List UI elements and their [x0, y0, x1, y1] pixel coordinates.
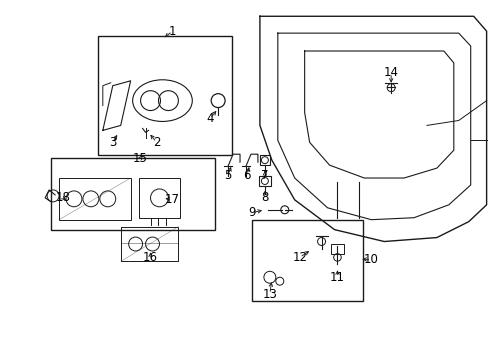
Text: 15: 15	[133, 152, 148, 165]
Text: 6: 6	[243, 168, 250, 181]
Text: 10: 10	[363, 253, 378, 266]
Text: 5: 5	[224, 168, 231, 181]
Bar	[251, 220, 363, 301]
Bar	[51, 158, 215, 230]
Bar	[258, 176, 270, 186]
Text: 3: 3	[109, 136, 116, 149]
Text: 18: 18	[56, 192, 70, 204]
Text: 4: 4	[206, 112, 214, 125]
Text: 7: 7	[261, 168, 268, 181]
Bar	[98, 36, 232, 155]
Bar	[59, 178, 130, 220]
Bar	[138, 178, 180, 218]
Text: 17: 17	[164, 193, 180, 206]
Text: 12: 12	[292, 251, 306, 264]
Text: 8: 8	[261, 192, 268, 204]
Text: 1: 1	[168, 24, 176, 38]
Bar	[121, 227, 178, 261]
Text: 14: 14	[383, 66, 398, 79]
Text: 9: 9	[248, 206, 255, 219]
Text: 11: 11	[329, 271, 344, 284]
Bar	[260, 155, 269, 165]
Text: 13: 13	[262, 288, 277, 301]
Text: 16: 16	[143, 251, 158, 264]
Bar	[330, 244, 344, 255]
Text: 2: 2	[152, 136, 160, 149]
